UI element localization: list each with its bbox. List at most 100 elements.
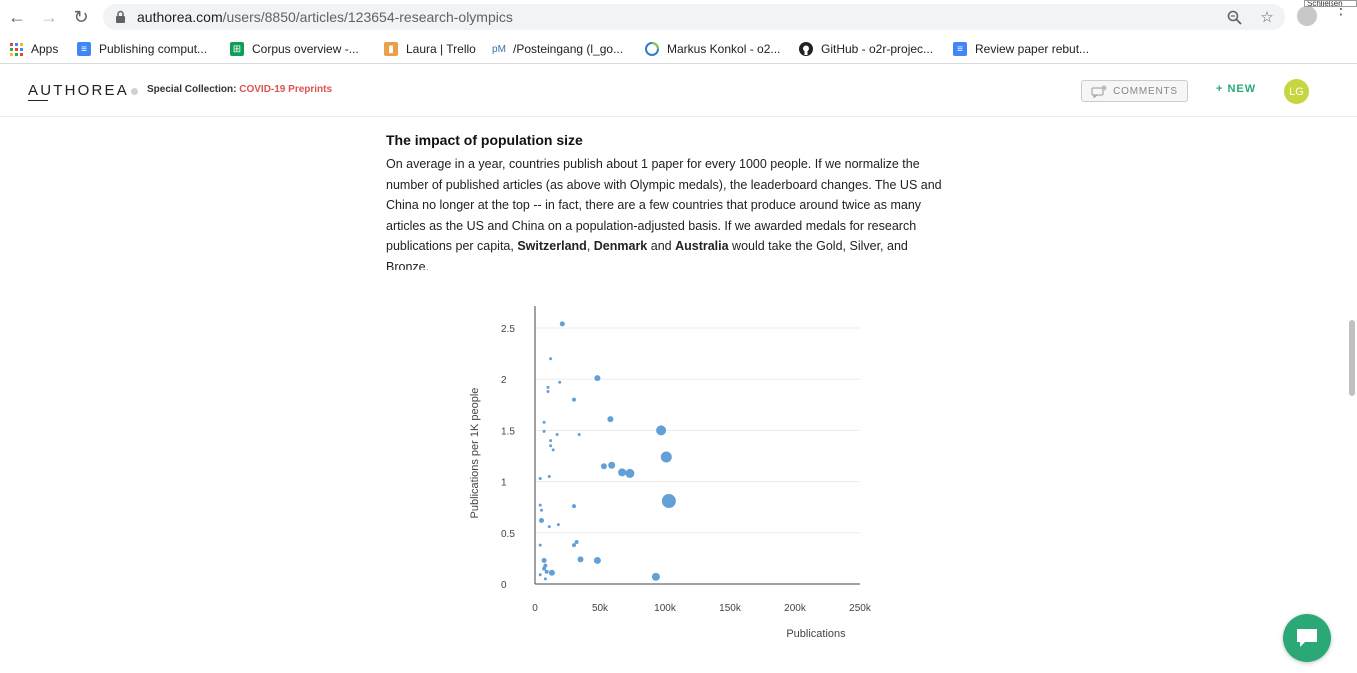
data-point[interactable] xyxy=(577,432,581,436)
data-point[interactable] xyxy=(574,540,579,545)
profile-icon[interactable] xyxy=(1297,6,1317,26)
data-point[interactable] xyxy=(548,569,555,576)
bookmark-trello[interactable]: ▮ Laura | Trello xyxy=(384,40,476,58)
data-point[interactable] xyxy=(559,321,565,327)
page-scrollbar[interactable] xyxy=(1349,320,1355,396)
data-point[interactable] xyxy=(542,566,547,571)
back-arrow-icon[interactable]: ← xyxy=(8,6,26,27)
data-point[interactable] xyxy=(549,357,553,361)
google-docs-icon: ≡ xyxy=(953,42,967,56)
data-point[interactable] xyxy=(542,420,546,424)
data-point[interactable] xyxy=(608,461,616,469)
data-point[interactable] xyxy=(558,380,562,384)
tooltip: Schließen xyxy=(1304,0,1357,7)
x-tick-label: 200k xyxy=(784,603,807,614)
y-tick-label: 2.5 xyxy=(501,324,515,335)
data-point[interactable] xyxy=(656,425,667,436)
separator-dot xyxy=(131,88,138,95)
data-point[interactable] xyxy=(661,494,676,509)
data-point[interactable] xyxy=(547,474,551,478)
zoom-icon[interactable] xyxy=(1225,8,1243,26)
app-header: AUTHOREA Special Collection: COVID-19 Pr… xyxy=(0,65,1357,117)
bookmark-orcid[interactable]: Markus Konkol - o2... xyxy=(645,40,780,58)
chart-tick-labels: 0 0.5 1 1.5 2 2.5 0 50k 100k 150k 200k 250k xyxy=(501,324,872,614)
authorea-logo[interactable]: AUTHOREA xyxy=(28,82,129,99)
data-point[interactable] xyxy=(544,569,549,574)
data-point[interactable] xyxy=(618,468,627,477)
bookmark-corpus[interactable]: ⊞ Corpus overview -... xyxy=(230,40,359,58)
orcid-icon xyxy=(645,42,659,56)
data-point[interactable] xyxy=(577,556,584,563)
scatter-chart[interactable]: 0 0.5 1 1.5 2 2.5 0 50k 100k 150k 200k 250k Publica… xyxy=(460,296,872,648)
y-tick-label: 1.5 xyxy=(501,426,515,437)
data-point[interactable] xyxy=(607,416,614,423)
data-point[interactable] xyxy=(540,508,543,512)
x-tick-label: 250k xyxy=(849,603,872,614)
data-point[interactable] xyxy=(572,397,576,402)
data-point[interactable] xyxy=(538,503,542,507)
y-tick-label: 0 xyxy=(501,580,507,591)
collection-link[interactable]: COVID-19 Preprints xyxy=(239,84,333,95)
data-point[interactable] xyxy=(539,518,544,524)
chat-button[interactable] xyxy=(1283,614,1331,662)
data-point[interactable] xyxy=(551,448,555,452)
bookmark-posteingang[interactable]: pM/Posteingang (l_go... xyxy=(492,42,624,56)
special-collection-label: Special Collection: COVID-19 Preprints xyxy=(147,84,333,95)
url-text: authorea.com/users/8850/articles/123654-… xyxy=(137,9,513,25)
y-tick-label: 1 xyxy=(501,478,507,489)
comments-button[interactable]: COMMENTS xyxy=(1081,80,1188,102)
chat-bubble-icon xyxy=(1297,629,1317,647)
data-point[interactable] xyxy=(572,504,576,509)
data-point[interactable] xyxy=(593,556,601,564)
data-point[interactable] xyxy=(660,451,672,463)
google-sheets-icon: ⊞ xyxy=(230,42,244,56)
data-point[interactable] xyxy=(543,563,548,568)
browser-toolbar: ← → ↻ authorea.com/users/8850/articles/1… xyxy=(0,0,1357,34)
pm-icon: pM xyxy=(492,43,506,55)
x-axis-label: Publications xyxy=(786,628,846,640)
address-bar[interactable]: authorea.com/users/8850/articles/123654-… xyxy=(103,4,1285,30)
data-point[interactable] xyxy=(538,477,542,481)
github-icon xyxy=(799,42,813,56)
data-point[interactable] xyxy=(546,385,550,389)
section-title: The impact of population size xyxy=(386,132,583,148)
bookmark-apps[interactable]: Apps xyxy=(9,40,58,58)
x-tick-label: 150k xyxy=(719,603,742,614)
chart-points[interactable] xyxy=(538,321,676,581)
data-point[interactable] xyxy=(542,429,546,433)
google-docs-icon: ≡ xyxy=(77,42,91,56)
data-point[interactable] xyxy=(651,572,660,581)
chart-grid xyxy=(535,327,860,534)
y-tick-label: 2 xyxy=(501,375,507,386)
x-tick-label: 100k xyxy=(654,603,677,614)
data-point[interactable] xyxy=(549,439,553,443)
browser-menu-icon[interactable]: ⋮ xyxy=(1333,1,1349,18)
article-body: The impact of population size On average… xyxy=(386,117,952,270)
data-point[interactable] xyxy=(543,577,547,581)
data-point[interactable] xyxy=(546,389,550,393)
forward-arrow-icon[interactable]: → xyxy=(40,6,58,27)
data-point[interactable] xyxy=(547,525,551,529)
bronze-country: Australia xyxy=(675,239,729,254)
data-point[interactable] xyxy=(541,557,547,563)
data-point[interactable] xyxy=(600,463,607,470)
bookmark-star-icon[interactable]: ☆ xyxy=(1260,9,1274,26)
chart-axes xyxy=(534,306,860,585)
gold-country: Switzerland xyxy=(517,239,587,254)
data-point[interactable] xyxy=(549,444,553,448)
reload-icon[interactable]: ↻ xyxy=(73,6,89,27)
data-point[interactable] xyxy=(594,375,601,382)
y-axis-label: Publications per 1K people xyxy=(469,388,481,519)
data-point[interactable] xyxy=(538,543,542,547)
bookmark-publishing[interactable]: ≡ Publishing comput... xyxy=(77,40,207,58)
data-point[interactable] xyxy=(572,543,576,548)
y-tick-label: 0.5 xyxy=(501,529,515,540)
bookmark-review[interactable]: ≡ Review paper rebut... xyxy=(953,40,1089,58)
new-button[interactable]: + NEW xyxy=(1216,83,1257,95)
data-point[interactable] xyxy=(555,432,559,436)
data-point[interactable] xyxy=(556,523,560,527)
data-point[interactable] xyxy=(538,573,542,577)
data-point[interactable] xyxy=(625,468,635,478)
bookmark-github[interactable]: GitHub - o2r-projec... xyxy=(799,40,933,58)
avatar[interactable]: LG xyxy=(1284,79,1309,104)
